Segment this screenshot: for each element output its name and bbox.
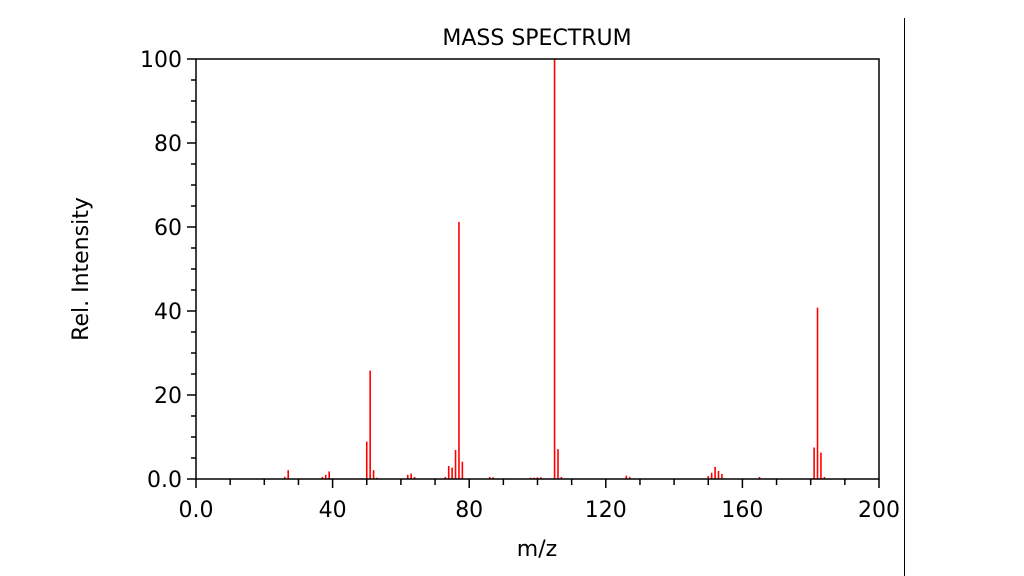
x-tick-label: 80	[455, 498, 483, 523]
y-tick-label: 20	[154, 384, 182, 409]
x-tick-label: 120	[585, 498, 627, 523]
chart-title: MASS SPECTRUM	[442, 26, 631, 51]
y-tick-label: 60	[154, 216, 182, 241]
y-axis-label: Rel. Intensity	[69, 197, 94, 341]
y-tick-label: 80	[154, 132, 182, 157]
x-tick-label: 160	[721, 498, 763, 523]
y-tick-label: 0.0	[147, 468, 182, 493]
plot-frame	[195, 58, 880, 480]
y-tick-label: 100	[140, 48, 182, 73]
x-axis-label: m/z	[517, 537, 557, 562]
x-tick-label: 0.0	[179, 498, 214, 523]
x-tick-label: 200	[858, 498, 900, 523]
x-tick-label: 40	[319, 498, 347, 523]
y-tick-label: 40	[154, 300, 182, 325]
